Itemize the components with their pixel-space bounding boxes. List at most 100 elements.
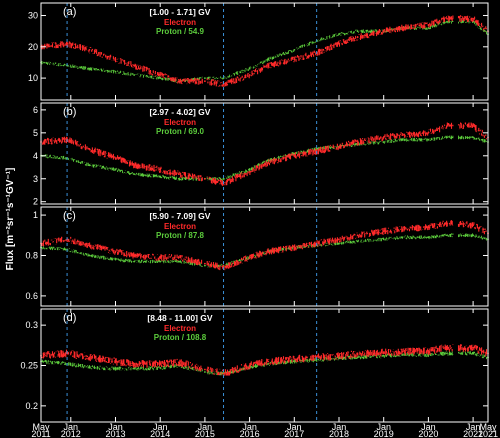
data-point-electron xyxy=(267,162,269,164)
data-point-electron xyxy=(159,169,161,171)
data-point-proton xyxy=(357,240,359,242)
data-point-proton xyxy=(178,178,180,180)
x-tick-year: 2016 xyxy=(240,429,260,438)
data-point-electron xyxy=(293,247,295,249)
data-point-electron xyxy=(223,373,225,375)
legend-proton: Proton / 108.8 xyxy=(154,333,207,342)
panel-label: (c) xyxy=(63,210,76,222)
data-point-electron xyxy=(178,257,180,259)
panel-label: (a) xyxy=(63,6,76,18)
data-point-proton xyxy=(267,58,269,60)
x-tick-year: 2018 xyxy=(329,429,349,438)
data-point-electron xyxy=(472,125,474,127)
x-tick-year: 2012 xyxy=(61,429,81,438)
data-point-electron xyxy=(249,365,251,367)
y-tick-label: 20 xyxy=(28,42,38,52)
x-tick-year: 2013 xyxy=(105,429,125,438)
data-point-proton xyxy=(89,164,91,166)
data-point-proton xyxy=(249,169,251,171)
data-point-proton xyxy=(115,169,117,171)
y-tick-label: 30 xyxy=(28,11,38,21)
data-point-proton xyxy=(115,71,117,73)
data-point-electron xyxy=(357,234,359,236)
data-point-electron xyxy=(178,173,180,175)
data-point-proton xyxy=(159,367,161,369)
data-point-electron xyxy=(159,257,161,259)
y-tick-label: 0.3 xyxy=(25,320,38,330)
data-point-electron xyxy=(338,146,340,148)
data-point-proton xyxy=(89,255,91,257)
data-point-electron xyxy=(293,58,295,60)
data-point-electron xyxy=(338,238,340,240)
data-point-electron xyxy=(338,355,340,357)
data-point-electron xyxy=(357,37,359,39)
data-point-proton xyxy=(446,21,448,23)
panel-label: (d) xyxy=(63,312,76,324)
data-point-proton xyxy=(204,371,206,373)
data-point-electron xyxy=(204,369,206,371)
data-point-proton xyxy=(178,261,180,263)
data-point-proton xyxy=(428,139,430,141)
data-point-electron xyxy=(115,157,117,159)
data-point-proton xyxy=(159,176,161,178)
data-point-electron xyxy=(133,255,135,257)
data-point-proton xyxy=(338,243,340,245)
data-point-electron xyxy=(204,263,206,265)
data-point-proton xyxy=(159,77,161,79)
data-point-electron xyxy=(383,352,385,354)
data-point-electron xyxy=(204,80,206,82)
data-point-electron xyxy=(357,141,359,143)
data-point-electron xyxy=(472,224,474,226)
data-point-electron xyxy=(159,363,161,365)
data-point-proton xyxy=(446,353,448,355)
y-tick-label: 2 xyxy=(33,197,38,207)
data-point-proton xyxy=(383,141,385,143)
data-point-proton xyxy=(204,77,206,79)
rigidity-range: [5.90 - 7.09] GV xyxy=(150,211,211,221)
y-tick-label: 0.6 xyxy=(25,291,38,301)
legend-proton: Proton / 69.0 xyxy=(156,127,205,136)
x-tick-year: 2014 xyxy=(150,429,170,438)
x-tick-year: 2021 xyxy=(478,429,498,438)
data-point-electron xyxy=(428,24,430,26)
data-point-proton xyxy=(223,178,225,180)
data-point-proton xyxy=(89,366,91,368)
x-tick-year: 2019 xyxy=(374,429,394,438)
data-point-proton xyxy=(293,49,295,51)
data-point-proton xyxy=(159,261,161,263)
data-point-electron xyxy=(115,58,117,60)
data-point-electron xyxy=(267,65,269,67)
data-point-electron xyxy=(89,357,91,359)
x-tick-year: 2020 xyxy=(418,429,438,438)
data-point-electron xyxy=(428,132,430,134)
data-point-electron xyxy=(472,347,474,349)
data-point-electron xyxy=(178,80,180,82)
data-point-proton xyxy=(133,173,135,175)
data-point-electron xyxy=(115,361,117,363)
y-tick-label: 4 xyxy=(33,151,38,161)
data-point-proton xyxy=(133,368,135,370)
data-point-electron xyxy=(89,148,91,150)
data-point-proton xyxy=(267,363,269,365)
data-point-electron xyxy=(159,74,161,76)
data-point-electron xyxy=(446,347,448,349)
y-tick-label: 0.25 xyxy=(20,361,38,371)
data-point-electron xyxy=(249,171,251,173)
data-point-proton xyxy=(357,30,359,32)
data-point-electron xyxy=(401,27,403,29)
data-point-electron xyxy=(338,43,340,45)
data-point-electron xyxy=(428,350,430,352)
data-point-electron xyxy=(133,363,135,365)
data-point-proton xyxy=(383,238,385,240)
rigidity-range: [2.97 - 4.02] GV xyxy=(150,107,211,117)
data-point-proton xyxy=(401,139,403,141)
x-tick-year: 2015 xyxy=(195,429,215,438)
legend-proton: Proton / 54.9 xyxy=(156,27,205,36)
data-point-electron xyxy=(472,18,474,20)
x-tick-year: 2017 xyxy=(284,429,304,438)
data-point-electron xyxy=(267,251,269,253)
data-point-electron xyxy=(383,30,385,32)
legend-electron: Electron xyxy=(164,118,196,127)
data-point-proton xyxy=(472,234,474,236)
y-tick-label: 5 xyxy=(33,128,38,138)
